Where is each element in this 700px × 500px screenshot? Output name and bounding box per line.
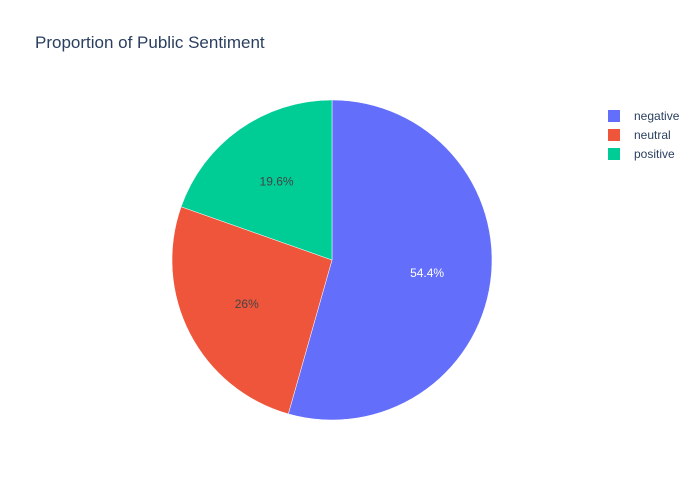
legend-label: neutral (634, 127, 671, 142)
legend-swatch (608, 109, 620, 122)
slice-label-neutral: 26% (235, 297, 259, 311)
legend-item-neutral[interactable]: neutral (608, 125, 679, 144)
legend: negative neutral positive (608, 106, 679, 163)
slice-label-positive: 19.6% (260, 175, 294, 189)
legend-item-negative[interactable]: negative (608, 106, 679, 125)
legend-label: negative (634, 108, 680, 123)
legend-swatch (608, 147, 620, 160)
pie-slice-positive[interactable] (180, 99, 333, 261)
legend-swatch (608, 128, 620, 141)
pie-slice-negative[interactable] (288, 99, 493, 421)
slice-label-negative: 54.4% (410, 266, 444, 280)
legend-label: positive (634, 146, 675, 161)
chart-title: Proportion of Public Sentiment (35, 33, 265, 52)
legend-item-positive[interactable]: positive (608, 144, 679, 163)
pie-slice-neutral[interactable] (171, 206, 333, 415)
